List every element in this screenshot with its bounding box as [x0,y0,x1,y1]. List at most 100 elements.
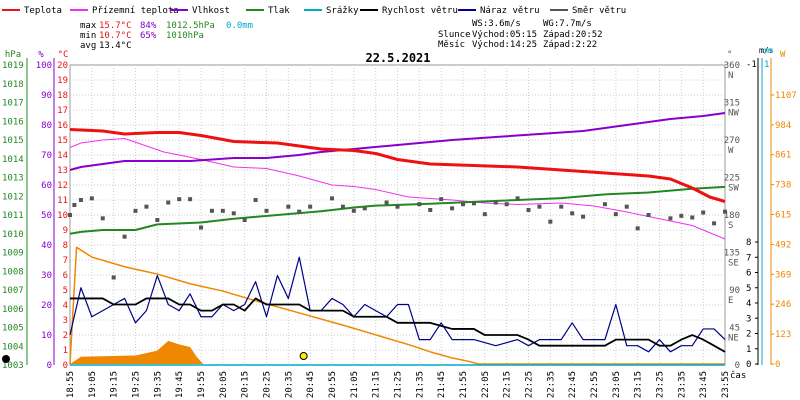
pressure-line [69,185,726,235]
dir-degree-label: 315 [724,99,740,109]
legend-label: Směr větru [572,6,626,16]
temp-tick-label: 11 [57,196,68,206]
x-tick-label: 23:15 [634,371,644,398]
temp-tick-label: 19 [57,76,68,86]
dir-name-label: N [728,71,733,81]
ground-temperature-line [69,138,726,240]
x-tick-label: 20:35 [284,371,294,398]
x-tick-label: 21:45 [437,371,447,398]
wind-direction-point [613,212,618,217]
temp-tick-label: 10 [57,211,68,221]
chart-series [2,112,727,366]
wind-direction-point [635,226,640,231]
dir-degree-label: 90 [729,286,740,296]
dir-unit-label: ° [727,50,732,60]
pct-tick-label: 0 [47,361,52,371]
dir-degree-label: 270 [724,136,740,146]
wm2-unit-label: W [780,50,786,60]
stats-ws: WS:3.6m/s [472,19,521,29]
hpa-tick-label: 1009 [2,249,24,259]
x-tick-label: 20:55 [328,371,338,398]
temp-tick-label: 8 [63,241,68,251]
wind-direction-point [482,212,487,217]
hpa-tick-label: 1014 [2,155,24,165]
stats-avg-temp: 13.4°C [99,41,132,51]
wm2-tick-label: 369 [775,270,791,280]
ms-tick-label: 6 [746,269,751,279]
wind-direction-point [286,204,291,209]
hpa-tick-label: 1017 [2,99,24,109]
x-tick-label: 22:15 [503,371,513,398]
wind-direction-point [362,206,367,211]
stats-min-temp: 10.7°C [99,31,132,41]
wind-direction-point [133,208,138,213]
hpa-tick-label: 1004 [2,342,24,352]
legend-label: Teplota [24,6,62,16]
wind-direction-point [231,211,236,216]
hpa-tick-label: 1005 [2,324,24,334]
wind-direction-point [242,218,247,222]
uv-area [70,340,204,364]
legend-label: Rychlost větru [382,6,458,16]
left-edge-marker [2,355,10,363]
hpa-tick-label: 1003 [2,361,24,371]
stats-moon-set: Západ:2:22 [543,40,597,50]
pct-tick-label: 50 [41,211,52,221]
stats-min-hum: 65% [140,31,157,41]
hpa-tick-label: 1015 [2,136,24,146]
x-tick-label: 22:35 [546,371,556,398]
wind-direction-point [548,219,553,224]
wm2-tick-label: 123 [775,330,791,340]
dir-name-label: E [728,296,733,306]
temp-tick-label: 20 [57,61,68,71]
wm2-tick-label: 492 [775,240,791,250]
wind-direction-point [559,204,564,209]
temp-tick-label: 18 [57,91,68,101]
stats-sun-rise: Východ:05:15 [472,30,537,40]
x-tick-label: 19:35 [153,371,163,398]
wind-direction-point [439,197,444,202]
wind-direction-point [537,204,542,209]
wind-direction-point [384,200,389,205]
ms-tick-label: 1 [746,345,751,355]
x-tick-label: 23:25 [656,371,666,398]
hpa-tick-label: 1010 [2,230,24,240]
hpa-tick-label: 1012 [2,192,24,202]
wind-direction-point [188,197,193,202]
legend-label: Náraz větru [480,6,540,16]
temp-tick-label: 13 [57,166,68,176]
wind-direction-point [264,208,269,213]
mm-unit-label: mm [763,46,773,55]
ms-unit-label: m/s [759,46,774,55]
ms-top-label: -1 [746,60,757,70]
x-tick-label: 19:55 [197,371,207,398]
wind-direction-point [155,218,160,222]
pct-tick-label: 70 [41,151,52,161]
hpa-unit-label: hPa [5,50,21,60]
legend-label: Srážky [326,6,359,16]
wm2-tick-label: 738 [775,181,791,191]
temperature-line [69,128,726,203]
wind-direction-point [526,208,531,212]
wind-direction-point [504,202,509,207]
dir-name-label: NW [728,109,739,119]
hpa-tick-label: 1016 [2,117,24,127]
wm2-tick-label: 615 [775,211,791,221]
wind-direction-point [199,225,203,230]
pct-unit-label: % [38,50,44,60]
temp-tick-label: 3 [63,316,68,326]
pct-tick-label: 20 [41,301,52,311]
wind-direction-point [395,204,400,209]
wind-speed-line [70,297,726,353]
x-tick-label: 23:35 [677,371,687,398]
pct-tick-label: 40 [41,241,52,251]
ms-tick-label: 5 [746,284,751,294]
stats-max-rain: 0.0mm [226,21,253,31]
x-tick-label: 21:25 [394,371,404,398]
dir-degree-label: 135 [724,249,740,259]
wind-direction-point [144,204,149,209]
wind-direction-point [493,200,498,205]
ms-tick-label: 3 [746,314,751,324]
stats-min-press: 1010hPa [166,31,204,41]
mm-top-label: 1 [764,60,769,70]
